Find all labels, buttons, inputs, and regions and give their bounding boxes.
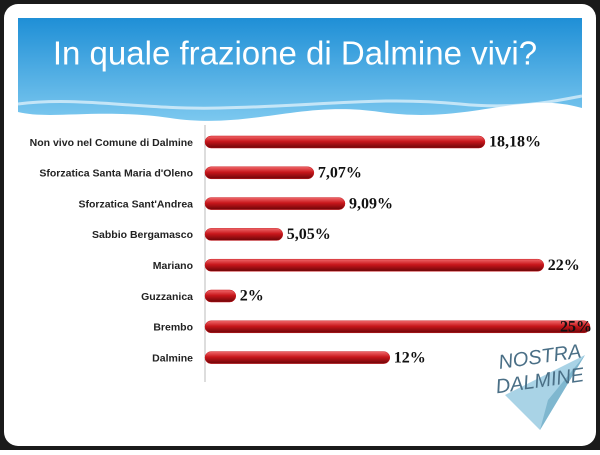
logo-plane-fold	[540, 355, 585, 430]
header-band	[18, 18, 582, 121]
logo: NOSTRA DALMINE	[494, 341, 586, 430]
category-label: Mariano	[153, 260, 193, 272]
bar	[204, 135, 486, 149]
bar	[204, 351, 391, 364]
value-label: 12%	[394, 349, 426, 366]
value-label: 18,18%	[489, 134, 541, 151]
category-label: Dalmine	[152, 352, 193, 364]
category-label: Guzzanica	[141, 291, 193, 303]
bar	[204, 228, 284, 241]
category-label: Non vivo nel Comune di Dalmine	[30, 137, 194, 149]
header-wave	[17, 94, 583, 110]
category-label: Sforzatica Sant'Andrea	[78, 198, 193, 210]
value-label: 2%	[240, 288, 264, 305]
bar	[204, 197, 346, 210]
value-label: 7,07%	[318, 164, 362, 181]
bar	[204, 166, 315, 180]
category-label: Brembo	[153, 322, 193, 334]
bar	[204, 258, 545, 272]
value-label: 9,09%	[349, 195, 393, 212]
category-label: Sabbio Bergamasco	[92, 229, 193, 241]
bar	[204, 289, 237, 303]
value-label: 5,05%	[287, 226, 331, 243]
category-label: Sforzatica Santa Maria d'Oleno	[39, 168, 193, 180]
value-label: 25%	[560, 318, 592, 335]
value-label: 22%	[548, 257, 580, 274]
chart-title: In quale frazione di Dalmine vivi?	[53, 35, 537, 72]
bar	[204, 320, 591, 334]
logo-plane	[505, 355, 585, 430]
